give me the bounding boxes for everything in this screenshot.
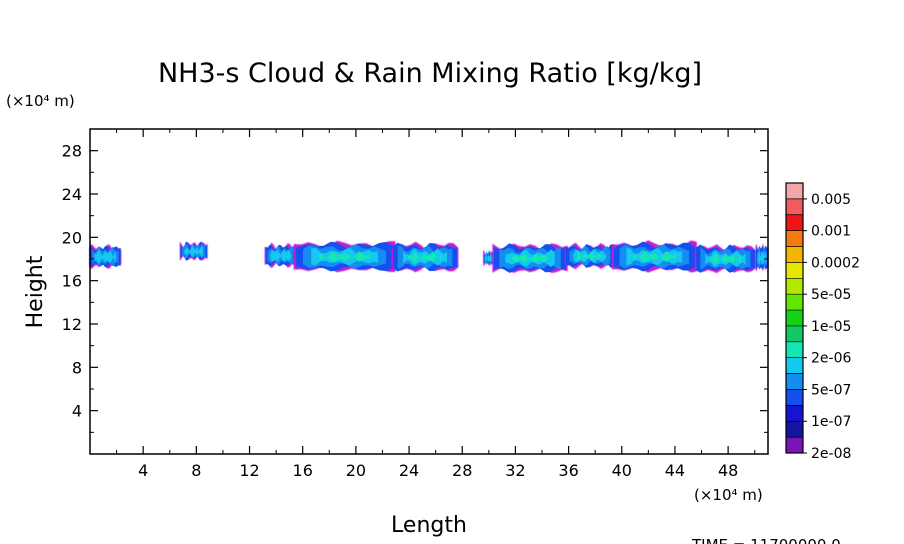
colorbar-swatch (786, 341, 803, 359)
colorbar-swatch (786, 198, 803, 216)
x-axis-label: Length (391, 513, 467, 538)
x-tick-label: 48 (718, 461, 738, 480)
cloud-contour-1e-05 (633, 250, 676, 263)
x-tick-label: 24 (399, 461, 419, 480)
colorbar-swatch (786, 325, 803, 343)
chart-title: NH3-s Cloud & Rain Mixing Ratio [kg/kg] (158, 58, 702, 89)
cloud-layer (89, 240, 769, 273)
colorbar-swatch (786, 230, 803, 247)
time-label: TIME = 11700000.0 (691, 536, 841, 544)
colorbar-label: 2e-06 (811, 351, 851, 367)
y-tick-label: 16 (62, 272, 82, 291)
colorbar-swatch (786, 262, 803, 279)
colorbar-swatch (786, 214, 803, 231)
x-tick-label: 40 (612, 461, 632, 480)
cloud-contour-2e-06 (94, 249, 116, 264)
cloud-contour-1e-05 (511, 253, 549, 263)
cloud-contour-1e-05 (710, 253, 741, 264)
y-tick-label: 8 (72, 358, 82, 377)
x-unit-label: (×10⁴ m) (694, 486, 763, 504)
cloud-contour-2e-06 (270, 248, 292, 263)
cloud-contour-2e-06 (184, 244, 203, 258)
colorbar-label: 0.0002 (811, 255, 860, 271)
colorbar-swatch (786, 278, 803, 295)
colorbar-label: 1e-07 (811, 414, 851, 430)
colorbar: 0.005 0.001 0.0002 5e-05 1e-05 2e-06 5e-07 1e-0… (785, 182, 860, 462)
colorbar-label: 2e-08 (811, 446, 851, 462)
y-tick-label: 28 (62, 142, 82, 161)
colorbar-swatch (786, 183, 803, 200)
cloud-contour-2e-06 (485, 253, 493, 263)
y-axis-label: Height (23, 255, 48, 328)
x-tick-label: 28 (452, 461, 472, 480)
colorbar-swatch (786, 389, 803, 406)
x-tick-label: 12 (239, 461, 259, 480)
x-tick-label: 16 (293, 461, 313, 480)
x-tick-label: 8 (191, 461, 201, 480)
cloud-contour-1e-05 (408, 251, 442, 263)
colorbar-swatch (786, 437, 803, 454)
colorbar-label: 5e-07 (811, 382, 851, 398)
colorbar-label: 0.005 (811, 192, 851, 208)
colorbar-label: 5e-05 (811, 287, 851, 303)
colorbar-swatch (786, 357, 803, 374)
cloud-contour-1e-05 (319, 251, 370, 262)
colorbar-swatch (786, 294, 803, 311)
x-tick-label: 36 (558, 461, 578, 480)
colorbar-frame (785, 182, 804, 454)
y-tick-label: 20 (62, 228, 82, 247)
colorbar-swatch (786, 373, 803, 390)
x-tick-label: 20 (346, 461, 366, 480)
y-unit-label: (×10⁴ m) (6, 92, 75, 110)
plot-frame (89, 128, 769, 455)
cloud-contour-1e-05 (577, 250, 603, 262)
colorbar-label: 1e-05 (811, 319, 851, 335)
colorbar-swatch (786, 405, 803, 422)
x-tick-label: 32 (505, 461, 525, 480)
colorbar-swatch (786, 246, 803, 263)
cloud-contour-2e-06 (757, 250, 767, 265)
y-tick-label: 4 (72, 402, 82, 421)
x-tick-label: 4 (138, 461, 148, 480)
colorbar-swatch (786, 310, 803, 327)
colorbar-label: 0.001 (811, 224, 851, 240)
cloud-contour-5e-07 (267, 245, 294, 266)
y-tick-label: 12 (62, 315, 82, 334)
x-tick-label: 44 (665, 461, 685, 480)
colorbar-swatch (786, 421, 803, 438)
y-tick-label: 24 (62, 185, 82, 204)
